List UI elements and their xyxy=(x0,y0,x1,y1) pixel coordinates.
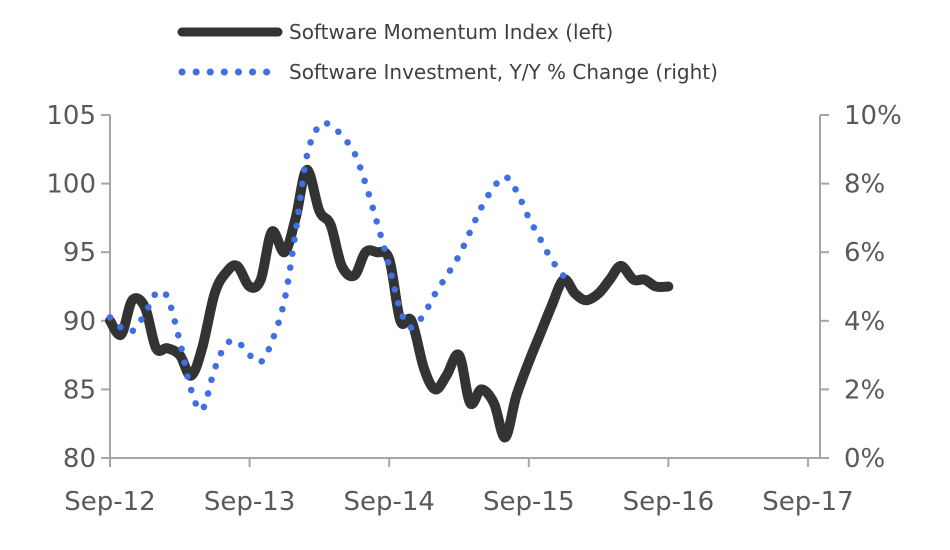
y-right-tick-label: 8% xyxy=(844,170,885,200)
x-tick-label: Sep-13 xyxy=(204,487,295,517)
x-tick-label: Sep-17 xyxy=(762,487,853,517)
y-right-tick-label: 0% xyxy=(844,444,885,474)
legend-label-momentum: Software Momentum Index (left) xyxy=(289,20,613,44)
y-left-tick-label: 80 xyxy=(63,444,96,474)
axes: 80 85 90 95 100 105 0% 2% 4% 6% 8% 10% Sep-12 Sep-13 S… xyxy=(46,101,901,517)
legend-label-investment: Software Investment, Y/Y % Change (right… xyxy=(289,60,718,84)
y-right-tick-label: 2% xyxy=(844,375,885,405)
x-tick-label: Sep-12 xyxy=(64,487,155,517)
legend: Software Momentum Index (left) Software … xyxy=(177,20,718,84)
y-right-tick-label: 10% xyxy=(844,101,902,131)
plot-area xyxy=(105,119,674,443)
x-tick-label: Sep-14 xyxy=(343,487,434,517)
x-tick-label: Sep-16 xyxy=(623,487,714,517)
y-left-tick-label: 90 xyxy=(63,307,96,337)
y-right-tick-label: 6% xyxy=(844,238,885,268)
y-left-tick-label: 105 xyxy=(46,101,96,131)
series-line-momentum-index xyxy=(105,164,674,443)
y-left-tick-label: 85 xyxy=(63,375,96,405)
y-right-tick-label: 4% xyxy=(844,307,885,337)
y-left-tick-label: 95 xyxy=(63,238,96,268)
series-line-software-investment xyxy=(106,119,567,414)
y-left-tick-label: 100 xyxy=(46,170,96,200)
x-tick-label: Sep-15 xyxy=(483,487,574,517)
